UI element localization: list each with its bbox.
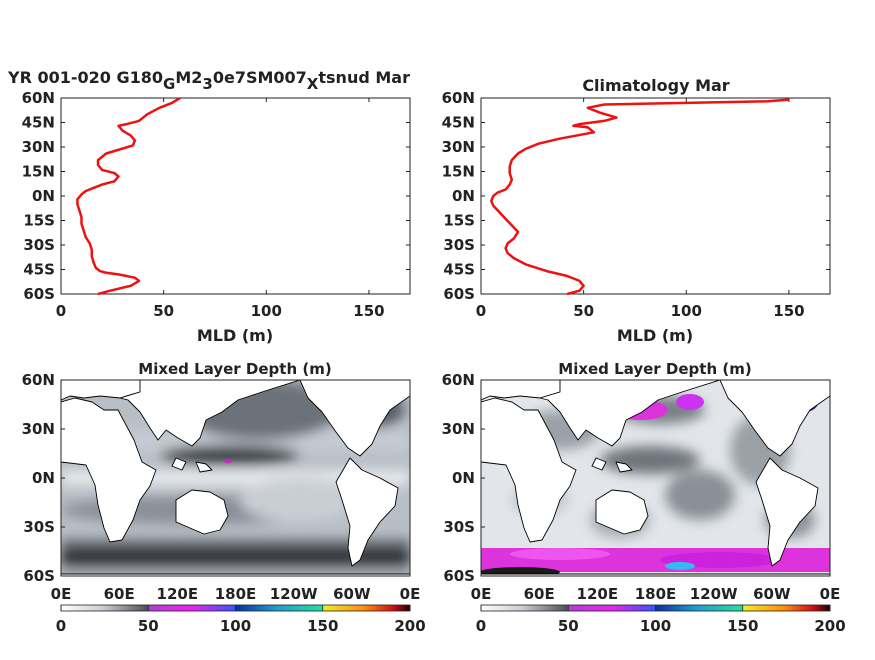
p3-x-tick-label: 120E (157, 585, 199, 603)
p3-y-tick-label: 30N (22, 420, 55, 438)
p2-y-tick-label: 15S (443, 212, 475, 230)
p3-x-tick-label: 120W (270, 585, 318, 603)
p4-y-tick-label: 0N (452, 469, 475, 487)
panel4-title: Mixed Layer Depth (m) (558, 360, 751, 378)
panel2-title: Climatology Mar (582, 76, 729, 95)
p2-y-tick-label: 0N (452, 187, 475, 205)
panel2-x-ticks: 0 50 100 150 (476, 98, 805, 320)
p4-x-tick-label: 60W (753, 585, 791, 603)
p3-x-tick-label: 60W (333, 585, 371, 603)
p4-y-tick-label: 30S (443, 518, 475, 536)
p2-y-tick-label: 45S (443, 261, 475, 279)
map-panel-climatology: Mixed Layer Depth (m) (442, 360, 846, 635)
p3-x-tick-label: 0E (51, 585, 72, 603)
p2-y-tick-label: 15N (442, 163, 475, 181)
p4-colorbar-tick-label: 0 (476, 617, 486, 635)
p1-y-tick-label: 30S (23, 236, 55, 254)
p4-x-tick-label: 180E (635, 585, 677, 603)
p2-x-tick-label: 100 (671, 302, 702, 320)
p4-x-tick-label: 120E (577, 585, 619, 603)
p4-y-tick-label: 30N (442, 420, 475, 438)
p3-y-tick-label: 60S (23, 567, 55, 585)
panel3-y-ticks: 60N 30N 0N 30S 60S (22, 371, 65, 585)
panel1-x-ticks: 0 50 100 150 (56, 98, 385, 320)
panel1-mld-line (76, 96, 181, 296)
p1-y-tick-label: 60N (22, 89, 55, 107)
p3-y-tick-label: 60N (22, 371, 55, 389)
p3-x-tick-label: 0E (400, 585, 421, 603)
panel3-x-ticks: 0E 60E 120E 180E 120W 60W 0E (51, 585, 421, 603)
p4-colorbar-tick-label: 150 (727, 617, 758, 635)
profile-panel-climatology: Climatology Mar 0 50 100 150 60N 45N 30N 15N 0N… (442, 76, 831, 345)
p3-colorbar-tick-label: 0 (56, 617, 66, 635)
map-panel-model: Mixed Layer Depth (m) (22, 360, 426, 635)
p1-y-tick-label: 15N (22, 163, 55, 181)
panel3-field (61, 380, 410, 576)
panel1-x-label: MLD (m) (197, 326, 273, 345)
p1-x-tick-label: 100 (251, 302, 282, 320)
p4-x-tick-label: 120W (690, 585, 738, 603)
p3-colorbar-tick-label: 100 (220, 617, 251, 635)
p2-y-tick-label: 30N (442, 138, 475, 156)
p4-y-tick-label: 60N (442, 371, 475, 389)
p2-y-tick-label: 45N (442, 114, 475, 132)
p2-y-tick-label: 60N (442, 89, 475, 107)
panel3-title: Mixed Layer Depth (m) (138, 360, 331, 378)
p2-y-tick-label: 60S (443, 285, 475, 303)
p2-x-tick-label: 0 (476, 302, 486, 320)
p1-y-tick-label: 45N (22, 114, 55, 132)
p4-x-tick-label: 0E (471, 585, 492, 603)
panel2-mld-line (490, 98, 790, 296)
p1-x-tick-label: 150 (353, 302, 384, 320)
panel1-plot-area (60, 97, 411, 295)
p1-y-tick-label: 30N (22, 138, 55, 156)
p1-y-tick-label: 45S (23, 261, 55, 279)
p1-y-tick-label: 15S (23, 212, 55, 230)
p2-y-tick-label: 30S (443, 236, 475, 254)
p3-colorbar-tick-label: 50 (138, 617, 159, 635)
p4-colorbar-tick-label: 100 (640, 617, 671, 635)
profile-panel-model: YR 001-020 G180GM230e7SM007Xtsnud Mar 0 5… (7, 68, 411, 345)
p2-x-tick-label: 50 (573, 302, 594, 320)
p2-x-tick-label: 150 (773, 302, 804, 320)
panel4-x-ticks: 0E 60E 120E 180E 120W 60W 0E (471, 585, 841, 603)
p4-y-tick-label: 60S (443, 567, 475, 585)
panel2-plot-area (480, 97, 831, 295)
p3-colorbar-tick-label: 150 (307, 617, 338, 635)
panel4-field (481, 380, 830, 576)
p3-x-tick-label: 60E (104, 585, 135, 603)
panel1-y-ticks: 60N 45N 30N 15N 0N 15S 30S 45S 60S (22, 89, 410, 303)
p4-colorbar-tick-label: 50 (558, 617, 579, 635)
panel4-y-ticks: 60N 30N 0N 30S 60S (442, 371, 485, 585)
panel1-title: YR 001-020 G180GM230e7SM007Xtsnud Mar (7, 68, 410, 93)
p3-y-tick-label: 30S (23, 518, 55, 536)
panel3-colorbar-ticks: 0 50 100 150 200 (56, 605, 426, 635)
panel2-x-label: MLD (m) (617, 326, 693, 345)
p1-y-tick-label: 60S (23, 285, 55, 303)
p4-x-tick-label: 0E (820, 585, 841, 603)
p1-y-tick-label: 0N (32, 187, 55, 205)
p3-y-tick-label: 0N (32, 469, 55, 487)
p3-x-tick-label: 180E (215, 585, 257, 603)
p4-x-tick-label: 60E (524, 585, 555, 603)
panel2-y-ticks: 60N 45N 30N 15N 0N 15S 30S 45S 60S (442, 89, 830, 303)
p4-colorbar-tick-label: 200 (814, 617, 845, 635)
p3-colorbar-tick-label: 200 (394, 617, 425, 635)
p1-x-tick-label: 0 (56, 302, 66, 320)
p1-x-tick-label: 50 (153, 302, 174, 320)
panel4-colorbar-ticks: 0 50 100 150 200 (476, 605, 846, 635)
